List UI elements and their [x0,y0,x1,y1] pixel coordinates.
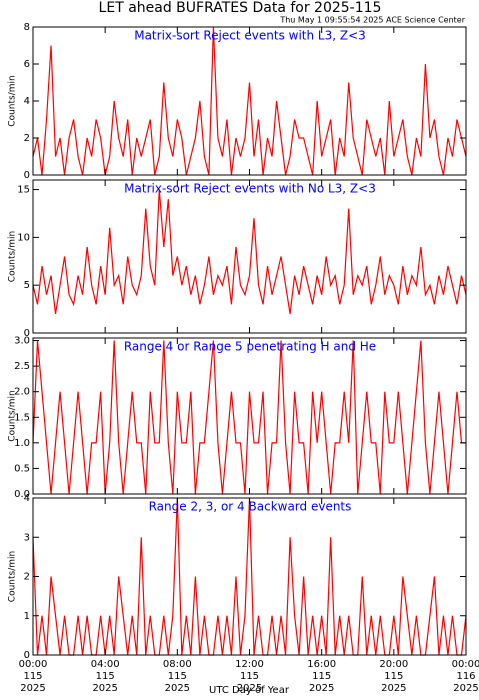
data-line [32,340,466,495]
y-tick-label: 15 [17,185,30,196]
y-tick-label: 1.5 [14,412,30,423]
panel-title: Range 2, 3, or 4 Backward events [149,500,352,514]
x-tick-label: 04:00 [91,659,120,670]
y-tick-label: 3.0 [14,336,30,347]
timestamp: Thu May 1 09:55:54 2025 ACE Science Cent… [279,16,465,25]
y-tick-label: 5 [24,280,30,291]
x-tick-year: 2025 [237,683,262,694]
y-tick-label: 6 [24,59,30,70]
x-tick-year: 2025 [20,683,45,694]
y-axis-label: Counts/min [8,390,18,441]
y-tick-label: 0 [24,170,30,181]
y-tick-label: 1.0 [14,438,30,449]
data-line [32,26,467,176]
panel-title: Range 4 or Range 5 penetrating H and He [124,340,376,354]
plot-frame [32,497,467,656]
y-tick-label: 0 [24,650,30,661]
y-tick-label: 2.5 [14,361,30,372]
x-tick-year: 2025 [309,683,334,694]
x-tick-doy: 115 [96,671,115,682]
x-tick-label: 08:00 [163,659,192,670]
x-tick-label: 00:00 [19,659,48,670]
y-tick-label: 2.0 [14,387,30,398]
x-tick-label: 12:00 [235,659,264,670]
y-axis-label: Counts/min [8,231,18,282]
y-tick-label: 10 [17,232,30,243]
y-tick-label: 2 [24,133,30,144]
x-tick-year: 2025 [92,683,117,694]
panel-title: Matrix-sort Reject events with L3, Z<3 [134,29,366,43]
x-tick-year: 2025 [453,683,478,694]
y-tick-label: 0.5 [14,463,30,474]
x-tick-year: 2025 [165,683,190,694]
x-tick-year: 2025 [381,683,406,694]
plot-frame [32,26,467,176]
y-tick-label: 2 [24,572,30,583]
x-tick-label: 00:00 [452,659,479,670]
x-tick-label: 16:00 [307,659,336,670]
x-tick-label: 20:00 [379,659,408,670]
y-tick-label: 1 [24,611,30,622]
plot-frame [32,179,467,334]
x-tick-doy: 116 [456,671,475,682]
y-axis-label: Counts/min [8,551,18,602]
data-line [32,497,467,656]
x-tick-doy: 115 [168,671,187,682]
chart-title: LET ahead BUFRATES Data for 2025-115 [99,0,382,16]
x-axis-label: UTC Day of Year [209,685,290,696]
x-tick-doy: 115 [384,671,403,682]
y-tick-label: 3 [24,532,30,543]
y-axis-label: Counts/min [8,75,18,126]
y-tick-label: 0 [24,328,30,339]
y-tick-label: 4 [24,493,30,504]
x-tick-doy: 115 [312,671,331,682]
panel-title: Matrix-sort Reject events with No L3, Z<… [124,182,376,196]
x-tick-doy: 115 [23,671,42,682]
y-tick-label: 4 [24,96,30,107]
y-tick-label: 0.0 [14,489,30,500]
y-tick-label: 8 [24,22,30,33]
data-line [32,189,467,314]
x-tick-doy: 115 [240,671,259,682]
